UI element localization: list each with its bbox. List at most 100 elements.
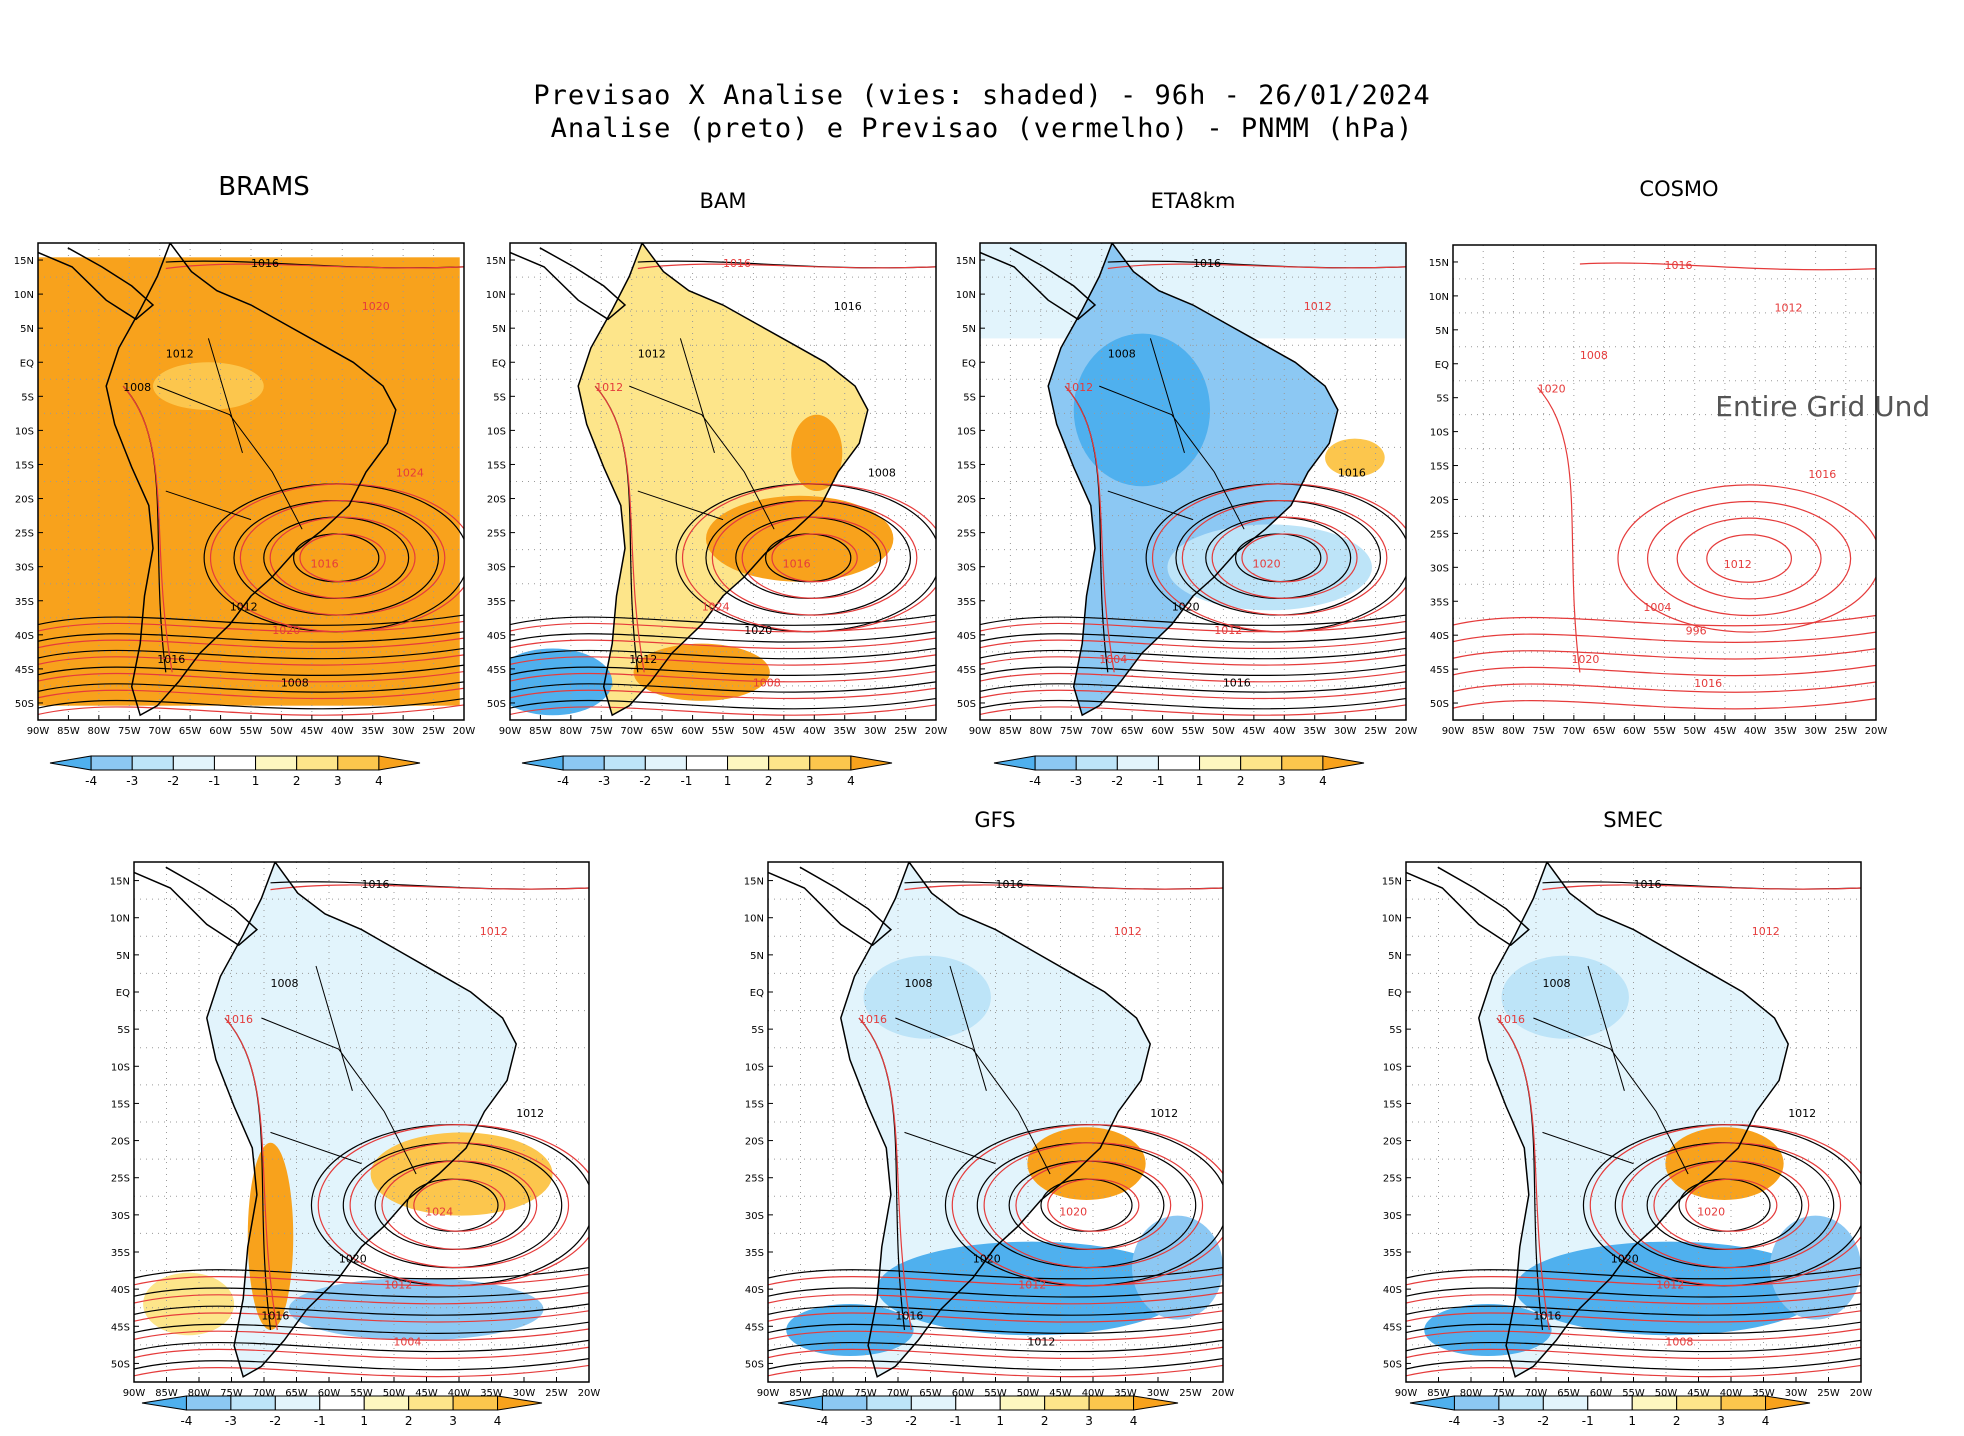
isobar-label: 1016 — [1808, 468, 1836, 481]
colorbar-label: -4 — [1029, 774, 1041, 788]
isobar-label: 1008 — [1108, 347, 1136, 360]
lat-tick-label: 5S — [751, 1025, 764, 1036]
lon-tick-label: 35W — [480, 1388, 503, 1399]
lon-tick-label: 70W — [1090, 726, 1113, 737]
lon-tick-label: 80W — [88, 726, 111, 737]
lat-tick-label: 10N — [744, 914, 764, 925]
lon-tick-label: 40W — [803, 726, 826, 737]
lon-tick-label: 50W — [270, 726, 293, 737]
isobar-label: 1016 — [1533, 1310, 1561, 1323]
isobar-label: 1016 — [783, 557, 811, 570]
isobar-label: 996 — [1686, 625, 1707, 638]
lat-tick-label: 50S — [15, 699, 34, 710]
colorbar-label: 3 — [334, 774, 342, 788]
lon-tick-label: 60W — [209, 726, 232, 737]
lon-tick-label: 20W — [1865, 726, 1888, 737]
lat-tick-label: 40S — [1383, 1285, 1402, 1296]
colorbar-label: 3 — [449, 1414, 457, 1428]
lat-tick-label: 35S — [111, 1248, 130, 1259]
lon-tick-label: 65W — [1557, 1388, 1580, 1399]
lon-tick-label: 60W — [952, 1388, 975, 1399]
lat-tick-label: 35S — [1383, 1248, 1402, 1259]
lat-tick-label: 50S — [957, 699, 976, 710]
isobar-label: 1012 — [1065, 381, 1093, 394]
lon-tick-label: 65W — [1121, 726, 1144, 737]
lon-tick-label: 45W — [301, 726, 324, 737]
isobar-label: 1012 — [595, 381, 623, 394]
colorbar-label: 1 — [1628, 1414, 1636, 1428]
lat-tick-label: 5N — [1388, 951, 1402, 962]
lat-tick-label: 25S — [1383, 1174, 1402, 1185]
lat-tick-label: 15S — [487, 460, 506, 471]
lon-tick-label: 30W — [513, 1388, 536, 1399]
lat-tick-label: 45S — [111, 1322, 130, 1333]
lon-tick-label: 50W — [1212, 726, 1235, 737]
lon-tick-label: 50W — [383, 1388, 406, 1399]
lat-tick-label: 15S — [957, 460, 976, 471]
colorbar-label: 4 — [1130, 1414, 1138, 1428]
isobar-label: 1012 — [230, 600, 258, 613]
map-panel-bam: BAM 1016 1016 1012 1012 1008 1016 1024 1020 1012 1… — [486, 189, 948, 737]
lat-tick-label: 35S — [1430, 597, 1449, 608]
lon-tick-label: 55W — [712, 726, 735, 737]
lon-tick-label: 65W — [651, 726, 674, 737]
lat-tick-label: 10S — [745, 1062, 764, 1073]
lat-tick-label: 45S — [487, 665, 506, 676]
isobar-label: 1012 — [1214, 624, 1242, 637]
lat-tick-label: 50S — [745, 1359, 764, 1370]
colorbar-label: 4 — [494, 1414, 502, 1428]
lat-tick-label: 25S — [15, 529, 34, 540]
lat-tick-label: 10N — [956, 290, 976, 301]
colorbar-label: -2 — [1111, 774, 1123, 788]
lon-tick-label: 30W — [1147, 1388, 1170, 1399]
lat-tick-label: 20S — [487, 495, 506, 506]
map-panel-smec: SMEC 1016 1012 1008 1016 1012 1020 1020 1012 1016… — [1382, 808, 1873, 1399]
map-panel-gfs: GFS 1016 1012 1008 1016 1012 1020 1020 1012 1016 1… — [744, 808, 1235, 1399]
isobar-label: 1008 — [1665, 1336, 1693, 1349]
lat-tick-label: EQ — [116, 988, 130, 999]
isobar-label: 1008 — [1580, 349, 1608, 362]
lat-tick-label: 5S — [21, 392, 34, 403]
lat-tick-label: 20S — [1383, 1137, 1402, 1148]
isobar-label: 1008 — [753, 677, 781, 690]
lon-tick-label: 50W — [1683, 726, 1706, 737]
lon-tick-label: 85W — [57, 726, 80, 737]
isobar-label: 1004 — [393, 1336, 421, 1349]
lon-tick-label: 60W — [318, 1388, 341, 1399]
lat-tick-label: 10S — [111, 1062, 130, 1073]
isobar-label: 1016 — [895, 1310, 923, 1323]
map-panel-brams: BRAMS 1016 1020 1012 1008 1024 1016 1012 1020 101… — [14, 172, 476, 737]
lat-tick-label: 15S — [1383, 1099, 1402, 1110]
colorbar-label: -2 — [905, 1414, 917, 1428]
lon-tick-label: 50W — [742, 726, 765, 737]
lat-tick-label: 30S — [487, 563, 506, 574]
figure-title-line2: Analise (preto) e Previsao (vermelho) - … — [550, 113, 1414, 144]
lat-tick-label: 50S — [1430, 699, 1449, 710]
colorbar-label: -3 — [598, 774, 610, 788]
colorbar-label: 3 — [1085, 1414, 1093, 1428]
lon-tick-label: 45W — [773, 726, 796, 737]
lon-tick-label: 80W — [188, 1388, 211, 1399]
lat-tick-label: 50S — [487, 699, 506, 710]
lon-tick-label: 90W — [969, 726, 992, 737]
lon-tick-label: 85W — [155, 1388, 178, 1399]
lon-tick-label: 55W — [1622, 1388, 1645, 1399]
lon-tick-label: 70W — [253, 1388, 276, 1399]
isobar-label: 1016 — [1223, 677, 1251, 690]
isobar-label: 1016 — [261, 1310, 289, 1323]
lat-tick-label: 10N — [110, 914, 130, 925]
isobar-label: 1016 — [723, 257, 751, 270]
lat-tick-label: 30S — [1383, 1211, 1402, 1222]
isobar-label: 1020 — [272, 624, 300, 637]
lon-tick-label: 55W — [1182, 726, 1205, 737]
isobar-label: 1020 — [362, 300, 390, 313]
lon-tick-label: 60W — [1151, 726, 1174, 737]
lon-tick-label: 90W — [1442, 726, 1465, 737]
lon-tick-label: 40W — [1273, 726, 1296, 737]
colorbar-label: -1 — [950, 1414, 962, 1428]
lon-tick-label: 85W — [1472, 726, 1495, 737]
lat-tick-label: 40S — [745, 1285, 764, 1296]
lon-tick-label: 65W — [285, 1388, 308, 1399]
lat-tick-label: 40S — [15, 631, 34, 642]
colorbar-label: 2 — [293, 774, 301, 788]
